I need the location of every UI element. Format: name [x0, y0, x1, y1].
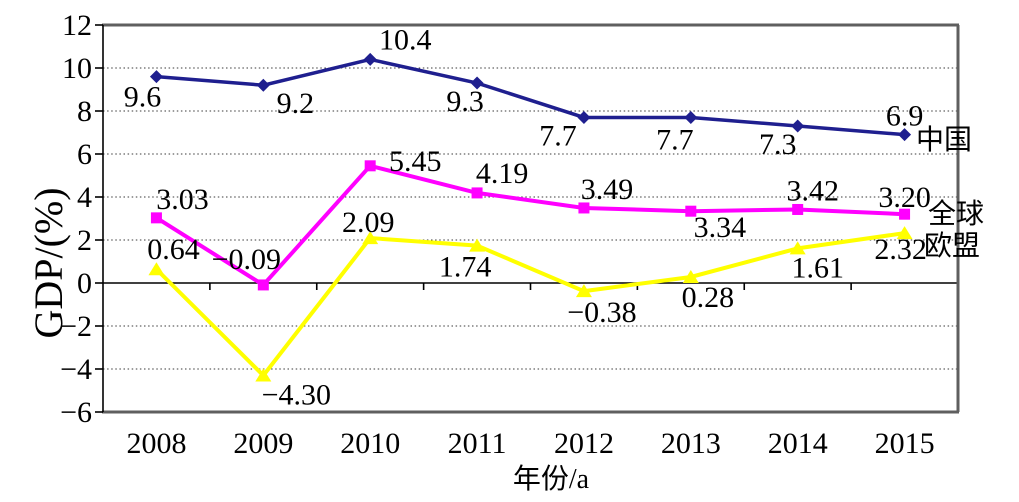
point-label: 0.28: [682, 281, 735, 314]
series-line-triangle: [155, 231, 905, 379]
series-name-label: 全球: [928, 198, 984, 230]
series-name-label: 中国: [916, 124, 972, 156]
y-tick-label: −2: [60, 310, 92, 343]
triangle-marker: [896, 226, 913, 240]
triangle-marker: [789, 241, 806, 255]
point-label: 9.3: [446, 85, 484, 118]
labels-layer: 12 10 8 6 4 2 0 −2 −4 −6 2008 2009 2010 2011 2012 2013 2…: [60, 9, 984, 460]
x-tick-label: 2010: [340, 427, 400, 460]
square-marker: [364, 160, 376, 172]
point-label: 3.34: [694, 211, 747, 244]
point-label: 6.9: [886, 100, 924, 133]
x-tick-label: 2008: [126, 427, 186, 460]
point-label: −0.38: [567, 296, 636, 329]
diamond-marker: [791, 119, 805, 133]
square-marker: [150, 212, 162, 224]
point-label: 10.4: [379, 23, 432, 56]
y-tick-label: 10: [62, 52, 92, 85]
diamond-marker: [149, 70, 163, 84]
point-label: 3.03: [156, 183, 209, 216]
y-tick-label: 8: [77, 95, 92, 128]
x-tick-label: 2009: [233, 427, 293, 460]
point-label: 7.7: [656, 123, 694, 156]
x-tick-label: 2015: [875, 427, 935, 460]
diamond-marker: [898, 128, 912, 142]
triangle-marker: [255, 368, 272, 382]
y-axis-title: GDP/(%): [26, 187, 71, 338]
point-label: 3.49: [581, 173, 634, 206]
point-label: 3.42: [786, 174, 839, 207]
triangle-marker: [148, 262, 165, 276]
square-marker: [685, 205, 697, 217]
y-tick-label: −4: [60, 353, 92, 386]
triangle-marker: [362, 231, 379, 245]
y-tick-label: 4: [77, 181, 92, 214]
series-layer: [148, 52, 913, 382]
x-tick-label: 2014: [768, 427, 828, 460]
x-tick-label: 2012: [554, 427, 614, 460]
triangle-marker: [682, 269, 699, 283]
point-label: 4.19: [476, 157, 529, 190]
point-label: 0.64: [147, 233, 200, 266]
x-axis-title: 年份/a: [513, 463, 590, 495]
point-label: 9.2: [277, 87, 315, 120]
square-marker: [792, 203, 804, 215]
point-label: 2.09: [342, 206, 395, 239]
y-tick-label: 2: [77, 224, 92, 257]
y-tick-label: 12: [62, 9, 92, 42]
square-marker: [578, 202, 590, 214]
triangle-marker: [469, 238, 486, 252]
y-tick-label: 6: [77, 138, 92, 171]
triangle-marker: [575, 284, 592, 298]
point-label: 7.7: [539, 119, 577, 152]
point-label: 1.74: [439, 251, 492, 284]
series-line-square: [155, 163, 905, 288]
diamond-marker: [470, 76, 484, 90]
diamond-marker: [363, 52, 377, 66]
y-tick-label: 0: [77, 267, 92, 300]
x-tick-label: 2011: [448, 427, 507, 460]
square-marker: [471, 187, 483, 199]
diamond-marker: [256, 78, 270, 92]
axes-layer: [95, 23, 960, 414]
square-marker: [899, 208, 911, 220]
point-label: −4.30: [262, 378, 331, 411]
point-label: 5.45: [389, 145, 442, 178]
series-name-label: 欧盟: [924, 230, 980, 262]
point-label: 2.32: [874, 233, 927, 266]
y-tick-label: −6: [60, 396, 92, 429]
point-label: 1.61: [791, 251, 844, 284]
diamond-marker: [577, 110, 591, 124]
square-marker: [257, 279, 269, 291]
x-tick-label: 2013: [661, 427, 721, 460]
point-label: 3.20: [878, 181, 931, 214]
diamond-marker: [684, 110, 698, 124]
gridlines-layer: [103, 67, 958, 370]
point-label: −0.09: [212, 243, 281, 276]
point-label: 7.3: [759, 128, 797, 161]
series-line-diamond: [156, 57, 905, 137]
point-label: 9.6: [124, 81, 162, 114]
